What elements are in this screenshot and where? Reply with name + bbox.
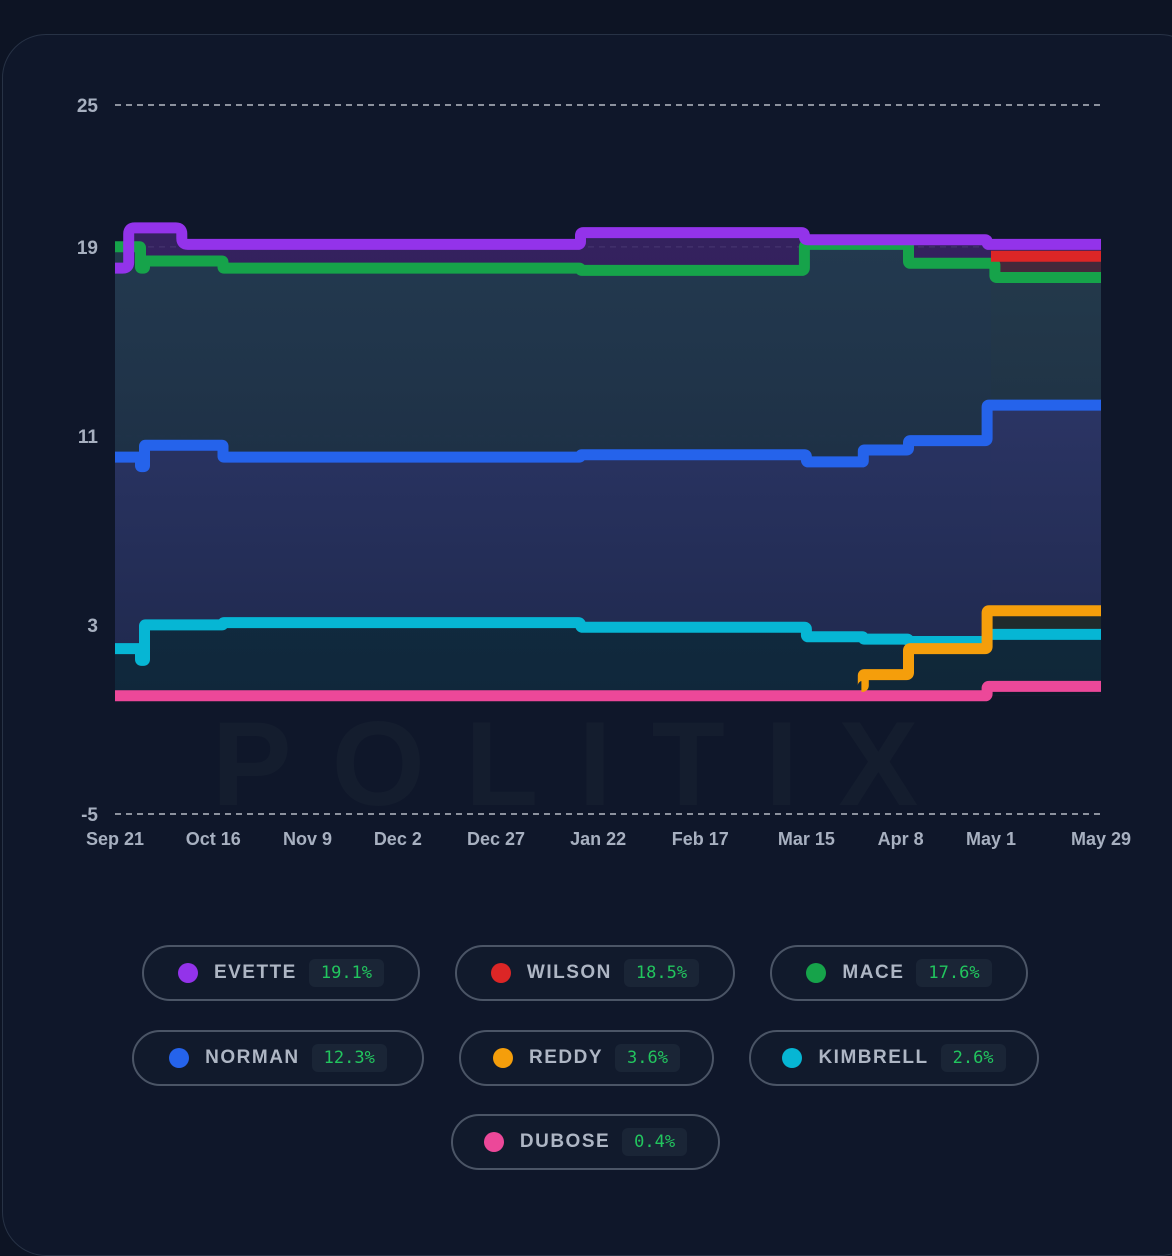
y-tick-label: 11: [78, 427, 99, 448]
legend-item-kimbrell[interactable]: KIMBRELL 2.6%: [749, 1030, 1039, 1086]
series-lines: [115, 222, 1101, 702]
line-kimbrell[interactable]: [115, 617, 1101, 666]
x-tick-label: Jan 22: [570, 829, 626, 849]
legend: EVETTE 19.1% WILSON 18.5% MACE 17.6% NOR…: [132, 945, 1039, 1170]
legend-name: REDDY: [529, 1047, 604, 1068]
legend-percent: 2.6%: [940, 1044, 1006, 1072]
x-tick-label: Dec 27: [467, 829, 525, 849]
line-norman[interactable]: [115, 399, 1101, 473]
legend-percent: 19.1%: [308, 959, 385, 987]
legend-name: DUBOSE: [519, 1131, 611, 1152]
line-reddy[interactable]: [856, 605, 1101, 692]
dubose-color-dot: [483, 1132, 504, 1152]
kimbrell-color-dot: [782, 1048, 803, 1068]
mace-color-dot: [806, 963, 827, 983]
legend-percent: 17.6%: [916, 959, 992, 987]
x-tick-label: Oct 16: [186, 829, 241, 849]
watermark: POLITIX: [212, 697, 959, 831]
x-tick-label: Dec 2: [374, 829, 422, 849]
x-axis: Sep 21 Oct 16 Nov 9 Dec 2 Dec 27 Jan 22 Feb 17…: [86, 829, 1131, 849]
legend-percent: 0.4%: [622, 1128, 688, 1156]
legend-item-norman[interactable]: NORMAN 12.3%: [132, 1030, 424, 1086]
legend-percent: 18.5%: [623, 959, 700, 987]
x-tick-label: Apr 8: [878, 829, 924, 849]
reddy-color-dot: [493, 1048, 514, 1068]
legend-name: NORMAN: [205, 1047, 300, 1068]
line-dubose[interactable]: [115, 680, 1101, 702]
legend-percent: 3.6%: [615, 1044, 680, 1072]
x-tick-label: Sep 21: [86, 829, 144, 849]
legend-name: KIMBRELL: [818, 1047, 929, 1068]
legend-name: WILSON: [526, 962, 612, 983]
y-tick-label: 3: [87, 616, 98, 637]
legend-item-mace[interactable]: MACE 17.6%: [770, 945, 1028, 1001]
legend-item-wilson[interactable]: WILSON 18.5%: [455, 945, 735, 1001]
x-tick-label: May 29: [1071, 829, 1131, 849]
line-chart: POLITIX 25 19 11 3 -5 Sep 21 Oct 16 Nov 9 Dec 2…: [77, 96, 1131, 849]
legend-item-dubose[interactable]: DUBOSE 0.4%: [451, 1114, 720, 1170]
legend-item-reddy[interactable]: REDDY 3.6%: [459, 1030, 714, 1086]
y-axis: 25 19 11 3 -5: [77, 96, 99, 826]
evette-color-dot: [177, 963, 198, 983]
legend-percent: 12.3%: [311, 1044, 387, 1072]
legend-name: MACE: [842, 962, 905, 983]
y-tick-label: 19: [77, 238, 98, 259]
y-tick-label: 25: [77, 96, 99, 117]
legend-item-evette[interactable]: EVETTE 19.1%: [142, 945, 420, 1001]
norman-color-dot: [169, 1048, 190, 1068]
line-mace[interactable]: [115, 238, 1101, 283]
wilson-color-dot: [490, 963, 511, 983]
x-tick-label: May 1: [966, 829, 1016, 849]
x-tick-label: Mar 15: [778, 829, 835, 849]
line-evette[interactable]: [115, 222, 1101, 274]
legend-name: EVETTE: [213, 962, 297, 983]
x-tick-label: Nov 9: [283, 829, 332, 849]
y-tick-label: -5: [81, 805, 98, 826]
x-tick-label: Feb 17: [672, 829, 729, 849]
